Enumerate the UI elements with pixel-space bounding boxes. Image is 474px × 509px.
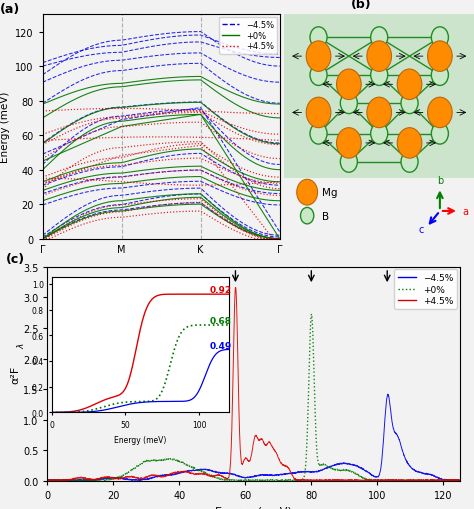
Circle shape [301,208,314,224]
Text: c: c [418,224,424,235]
Circle shape [431,27,448,49]
Text: (b): (b) [351,0,372,11]
Circle shape [428,98,452,128]
Legend: −4.5%, +0%, +4.5%: −4.5%, +0%, +4.5% [394,270,457,309]
Circle shape [310,124,327,145]
Circle shape [310,65,327,86]
Circle shape [297,180,318,206]
Circle shape [397,70,422,100]
Circle shape [306,98,331,128]
Circle shape [371,27,388,49]
Text: B: B [322,211,329,221]
Circle shape [401,152,418,173]
Legend: −4.5%, +0%, +4.5%: −4.5%, +0%, +4.5% [219,18,277,54]
X-axis label: Energy (meV): Energy (meV) [215,505,292,509]
Circle shape [428,42,452,72]
Circle shape [306,42,331,72]
Circle shape [367,98,392,128]
Text: Mg: Mg [322,188,338,198]
Circle shape [310,27,327,49]
Text: (c): (c) [6,253,25,266]
Circle shape [431,65,448,86]
Text: (a): (a) [0,3,20,16]
Text: a: a [463,207,469,216]
Circle shape [371,65,388,86]
Text: b: b [437,176,443,185]
Y-axis label: α²F: α²F [10,365,20,383]
Circle shape [337,128,361,159]
Circle shape [367,42,392,72]
Circle shape [340,93,357,115]
Circle shape [431,124,448,145]
FancyBboxPatch shape [284,15,474,179]
Circle shape [371,124,388,145]
Y-axis label: Energy (meV): Energy (meV) [0,92,9,163]
Circle shape [397,128,422,159]
Circle shape [340,152,357,173]
Circle shape [401,93,418,115]
Circle shape [337,70,361,100]
